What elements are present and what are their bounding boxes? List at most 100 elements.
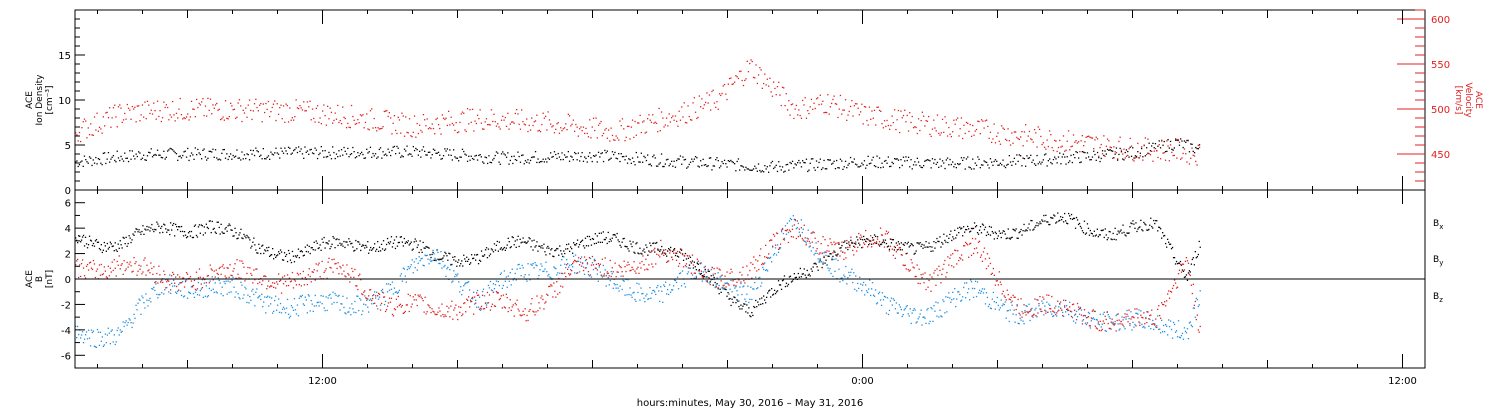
data-point-blue bbox=[210, 289, 212, 292]
data-point-red bbox=[744, 282, 746, 284]
data-point-red bbox=[698, 95, 700, 97]
data-point-red bbox=[319, 276, 321, 278]
data-point-black bbox=[580, 240, 583, 242]
data-point-black bbox=[775, 291, 778, 293]
data-point-blue bbox=[1029, 319, 1031, 322]
data-point-black bbox=[371, 156, 373, 158]
data-point-red bbox=[975, 128, 978, 131]
data-point-blue bbox=[87, 329, 90, 331]
data-point-black bbox=[579, 241, 582, 243]
data-point-red bbox=[420, 296, 422, 298]
data-point-black bbox=[855, 243, 857, 245]
data-point-blue bbox=[290, 305, 293, 307]
data-point-blue bbox=[104, 333, 106, 335]
data-point-blue bbox=[617, 287, 619, 289]
data-point-red bbox=[822, 100, 824, 102]
data-point-red bbox=[1152, 160, 1154, 162]
data-point-blue bbox=[149, 297, 151, 300]
data-point-red bbox=[381, 127, 383, 130]
data-point-red bbox=[898, 247, 900, 249]
data-point-red bbox=[426, 118, 428, 120]
data-point-black bbox=[245, 237, 247, 239]
data-point-red bbox=[462, 313, 464, 315]
data-point-red bbox=[131, 105, 133, 108]
data-point-red bbox=[268, 280, 270, 282]
data-point-blue bbox=[1195, 297, 1197, 299]
data-point-black bbox=[223, 148, 225, 151]
data-point-black bbox=[572, 159, 574, 161]
data-point-black bbox=[246, 234, 248, 237]
data-point-black bbox=[1054, 156, 1056, 158]
data-point-red bbox=[213, 107, 215, 109]
data-point-black bbox=[1189, 271, 1191, 273]
data-point-black bbox=[735, 302, 737, 304]
data-point-black bbox=[1171, 246, 1174, 249]
data-point-red bbox=[781, 86, 784, 88]
data-point-blue bbox=[1054, 312, 1056, 314]
data-point-black bbox=[464, 153, 466, 155]
data-point-blue bbox=[258, 296, 260, 298]
data-point-red bbox=[732, 83, 734, 85]
data-point-black bbox=[873, 234, 876, 236]
data-point-black bbox=[737, 300, 739, 302]
data-point-black bbox=[421, 149, 423, 151]
data-point-red bbox=[327, 105, 329, 107]
data-point-red bbox=[228, 276, 230, 278]
data-point-black bbox=[659, 250, 661, 253]
data-point-black bbox=[743, 303, 745, 305]
data-point-black bbox=[600, 232, 602, 234]
data-point-black bbox=[514, 240, 516, 242]
data-point-black bbox=[797, 162, 799, 164]
data-point-red bbox=[812, 231, 814, 233]
data-point-blue bbox=[874, 289, 877, 291]
data-point-red bbox=[242, 262, 244, 264]
data-point-black bbox=[202, 234, 204, 236]
data-point-red bbox=[254, 279, 256, 281]
data-point-black bbox=[1117, 159, 1119, 161]
data-point-black bbox=[804, 162, 806, 164]
velocity-tick-label: 450 bbox=[1431, 150, 1450, 161]
data-point-red bbox=[541, 123, 543, 126]
data-point-red bbox=[349, 281, 351, 283]
data-point-black bbox=[367, 152, 369, 154]
data-point-blue bbox=[165, 279, 167, 281]
data-point-black bbox=[730, 159, 732, 162]
data-point-red bbox=[851, 242, 853, 245]
data-point-red bbox=[318, 262, 320, 264]
data-point-black bbox=[175, 223, 177, 226]
data-point-black bbox=[637, 252, 639, 254]
data-point-red bbox=[805, 117, 808, 119]
data-point-black bbox=[1013, 229, 1015, 231]
data-point-black bbox=[771, 160, 774, 163]
data-point-red bbox=[90, 123, 92, 125]
data-point-black bbox=[635, 243, 637, 245]
data-point-black bbox=[1045, 214, 1047, 216]
data-point-red bbox=[485, 118, 488, 120]
data-point-red bbox=[343, 270, 345, 272]
data-point-red bbox=[374, 127, 377, 129]
data-point-black bbox=[615, 157, 617, 159]
data-point-black bbox=[952, 236, 954, 238]
data-point-black bbox=[688, 264, 691, 266]
data-point-blue bbox=[546, 271, 548, 273]
data-point-black bbox=[427, 151, 430, 153]
data-point-red bbox=[937, 274, 939, 276]
data-point-red bbox=[973, 134, 975, 136]
data-point-black bbox=[1052, 158, 1055, 161]
data-point-red bbox=[207, 97, 209, 99]
data-point-red bbox=[718, 268, 720, 270]
data-point-red bbox=[837, 242, 839, 244]
data-point-blue bbox=[478, 296, 481, 298]
data-point-red bbox=[892, 122, 894, 124]
data-point-red bbox=[240, 105, 242, 107]
data-point-black bbox=[1183, 140, 1186, 142]
data-point-black bbox=[538, 245, 540, 247]
data-point-black bbox=[345, 153, 348, 155]
data-point-blue bbox=[222, 295, 224, 297]
data-point-black bbox=[878, 245, 881, 247]
data-point-black bbox=[1032, 229, 1034, 231]
data-point-red bbox=[693, 272, 695, 274]
data-point-blue bbox=[106, 334, 108, 336]
data-point-black bbox=[284, 147, 286, 149]
data-point-black bbox=[674, 254, 677, 257]
